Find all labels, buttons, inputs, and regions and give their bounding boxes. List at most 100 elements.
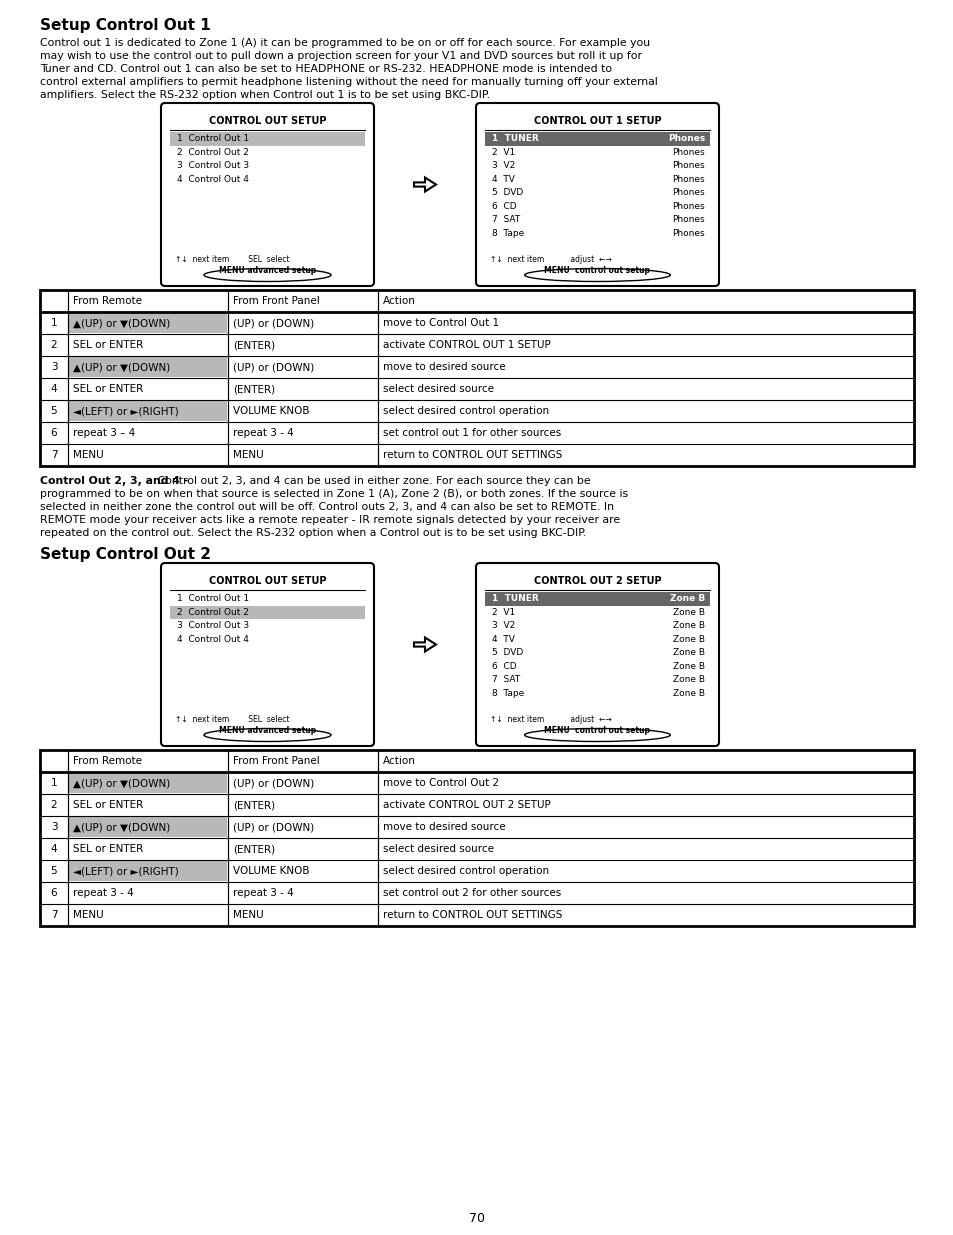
Bar [69,357,227,377]
Polygon shape [414,178,436,191]
Text: 3  Control Out 3: 3 Control Out 3 [177,162,249,170]
Text: 3  V2: 3 V2 [492,162,515,170]
Text: 1  Control Out 1: 1 Control Out 1 [177,594,249,603]
Text: 5: 5 [51,406,57,416]
Text: selected in neither zone the control out will be off. Control outs 2, 3, and 4 c: selected in neither zone the control out… [40,501,614,513]
Text: 6: 6 [51,888,57,898]
Ellipse shape [524,729,670,741]
Text: 3: 3 [51,823,57,832]
Text: select desired control operation: select desired control operation [382,866,549,876]
Text: (ENTER): (ENTER) [233,384,274,394]
Bar [40,750,913,926]
Text: (ENTER): (ENTER) [233,800,274,810]
Text: 6  CD: 6 CD [492,201,517,211]
Ellipse shape [204,268,331,282]
Text: CONTROL OUT 2 SETUP: CONTROL OUT 2 SETUP [533,576,660,585]
Ellipse shape [524,268,670,282]
Text: move to Control Out 1: move to Control Out 1 [382,317,498,329]
Text: activate CONTROL OUT 1 SETUP: activate CONTROL OUT 1 SETUP [382,340,550,350]
Text: Zone B: Zone B [672,676,704,684]
Text: may wish to use the control out to pull down a projection screen for your V1 and: may wish to use the control out to pull … [40,51,641,61]
Text: select desired control operation: select desired control operation [382,406,549,416]
Text: move to desired source: move to desired source [382,362,505,372]
Text: 70: 70 [469,1212,484,1224]
Text: repeat 3 - 4: repeat 3 - 4 [233,888,294,898]
Text: 3  V2: 3 V2 [492,621,515,630]
Polygon shape [414,637,436,652]
Text: 2: 2 [51,800,57,810]
Text: From Front Panel: From Front Panel [233,756,319,766]
Text: ▲(UP) or ▼(DOWN): ▲(UP) or ▼(DOWN) [73,362,170,372]
Text: 2  Control Out 2: 2 Control Out 2 [177,148,249,157]
Text: 1: 1 [51,778,57,788]
Text: ▲(UP) or ▼(DOWN): ▲(UP) or ▼(DOWN) [73,778,170,788]
Text: REMOTE mode your receiver acts like a remote repeater - IR remote signals detect: REMOTE mode your receiver acts like a re… [40,515,619,525]
Text: MENU  control out setup: MENU control out setup [544,266,650,275]
Text: Setup Control Out 1: Setup Control Out 1 [40,19,211,33]
Text: 2: 2 [51,340,57,350]
Text: return to CONTROL OUT SETTINGS: return to CONTROL OUT SETTINGS [382,910,561,920]
Text: ◄(LEFT) or ►(RIGHT): ◄(LEFT) or ►(RIGHT) [73,866,178,876]
Bar [69,401,227,421]
Text: Zone B: Zone B [672,689,704,698]
Ellipse shape [204,729,331,741]
Text: 4  TV: 4 TV [492,174,515,184]
Text: repeat 3 - 4: repeat 3 - 4 [73,888,133,898]
Bar [69,818,227,837]
Text: From Remote: From Remote [73,296,142,306]
Text: Control out 1 is dedicated to Zone 1 (A) it can be programmed to be on or off fo: Control out 1 is dedicated to Zone 1 (A)… [40,38,649,48]
FancyBboxPatch shape [161,563,374,746]
Text: repeat 3 - 4: repeat 3 - 4 [233,429,294,438]
Text: Phones: Phones [672,228,704,238]
Text: repeated on the control out. Select the RS-232 option when a Control out is to b: repeated on the control out. Select the … [40,529,586,538]
Text: MENU: MENU [73,910,104,920]
Text: Phones: Phones [672,148,704,157]
Text: 4  Control Out 4: 4 Control Out 4 [177,174,249,184]
Text: Phones: Phones [672,174,704,184]
Text: Setup Control Out 2: Setup Control Out 2 [40,547,211,562]
Text: MENU  control out setup: MENU control out setup [544,726,650,735]
Text: 1  TUNER: 1 TUNER [492,594,538,603]
Text: set control out 2 for other sources: set control out 2 for other sources [382,888,560,898]
Text: SEL or ENTER: SEL or ENTER [73,384,143,394]
Text: VOLUME KNOB: VOLUME KNOB [233,406,309,416]
Text: Zone B: Zone B [672,635,704,643]
Text: Zone B: Zone B [672,621,704,630]
Text: Phones: Phones [672,188,704,198]
Text: VOLUME KNOB: VOLUME KNOB [233,866,309,876]
Text: move to Control Out 2: move to Control Out 2 [382,778,498,788]
Text: MENU: MENU [233,910,263,920]
Text: 4: 4 [51,844,57,853]
Bar [69,861,227,881]
Text: MENU: MENU [233,450,263,459]
Text: ◄(LEFT) or ►(RIGHT): ◄(LEFT) or ►(RIGHT) [73,406,178,416]
Text: 4  TV: 4 TV [492,635,515,643]
Text: Zone B: Zone B [672,648,704,657]
Text: (UP) or (DOWN): (UP) or (DOWN) [233,362,314,372]
Text: 2  V1: 2 V1 [492,148,515,157]
Bar [170,605,365,619]
Text: Zone B: Zone B [672,662,704,671]
FancyBboxPatch shape [476,563,719,746]
Text: Action: Action [382,296,416,306]
Text: MENU advanced setup: MENU advanced setup [218,266,315,275]
Bar [69,773,227,793]
Text: (UP) or (DOWN): (UP) or (DOWN) [233,823,314,832]
Text: ↑↓  next item        SEL  select: ↑↓ next item SEL select [174,715,289,724]
Text: 1  TUNER: 1 TUNER [492,135,538,143]
Text: 6  CD: 6 CD [492,662,517,671]
Text: ▲(UP) or ▼(DOWN): ▲(UP) or ▼(DOWN) [73,317,170,329]
Text: 8  Tape: 8 Tape [492,689,524,698]
Text: 1: 1 [51,317,57,329]
Text: 2  V1: 2 V1 [492,608,515,616]
Text: Phones: Phones [672,215,704,225]
Text: Phones: Phones [672,162,704,170]
Text: CONTROL OUT 1 SETUP: CONTROL OUT 1 SETUP [533,116,660,126]
Text: 7  SAT: 7 SAT [492,215,519,225]
Text: Control Out 2, 3, and 4 -: Control Out 2, 3, and 4 - [40,475,188,487]
Text: Phones: Phones [672,201,704,211]
Text: Tuner and CD. Control out 1 can also be set to HEADPHONE or RS-232. HEADPHONE mo: Tuner and CD. Control out 1 can also be … [40,64,612,74]
Text: control external amplifiers to permit headphone listening without the need for m: control external amplifiers to permit he… [40,77,657,86]
Text: return to CONTROL OUT SETTINGS: return to CONTROL OUT SETTINGS [382,450,561,459]
Text: Action: Action [382,756,416,766]
